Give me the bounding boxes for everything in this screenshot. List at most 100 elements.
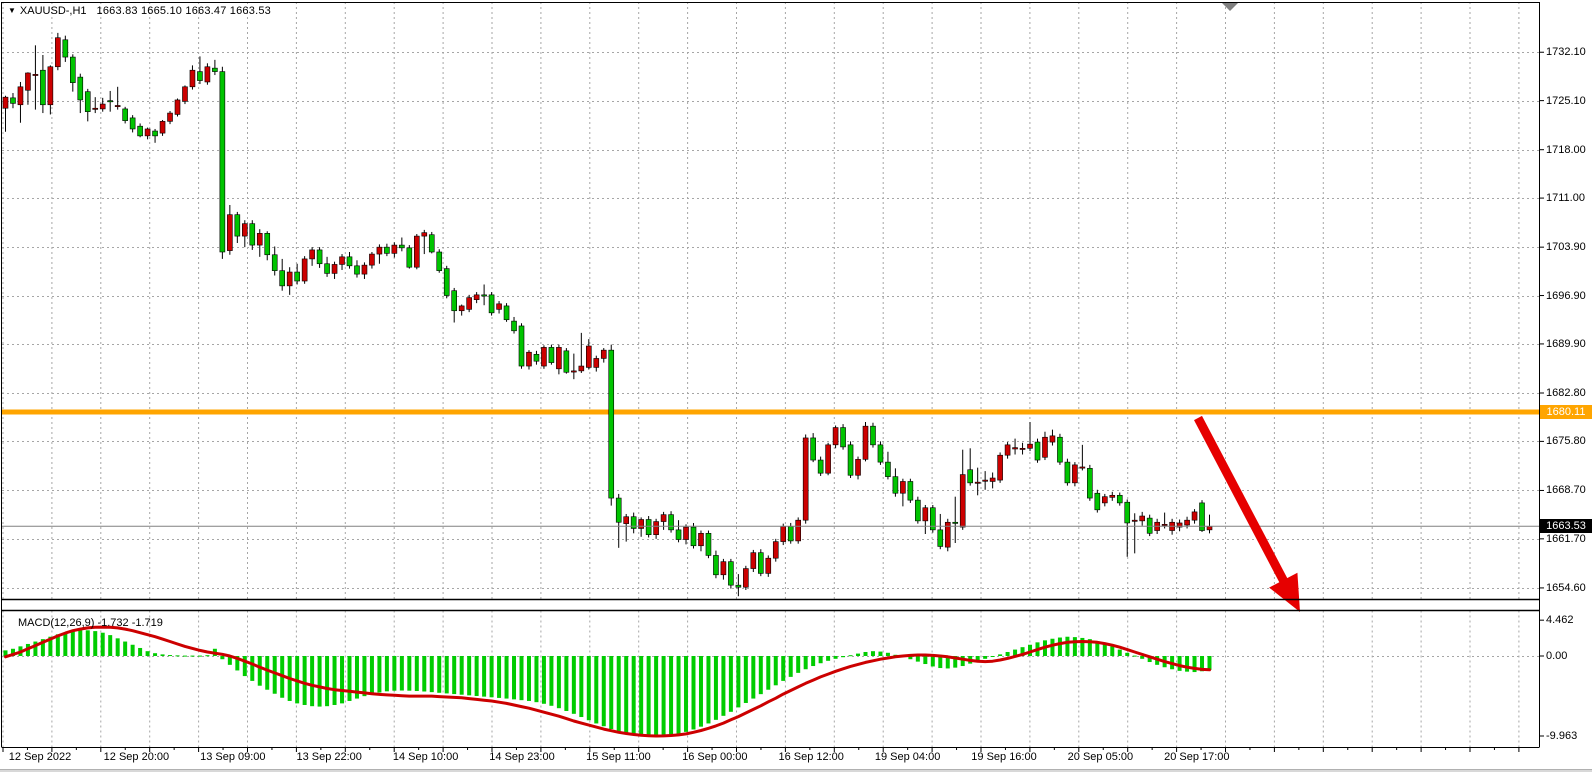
annotation-arrow-down-icon[interactable] — [1194, 415, 1300, 612]
candlesticks — [2, 32, 1213, 597]
bear-candle — [847, 444, 854, 476]
macd-histogram-bar — [721, 656, 726, 716]
bear-candle — [518, 325, 525, 367]
bull-candle — [182, 86, 188, 102]
bull-candle — [825, 444, 831, 474]
bear-candle — [1124, 501, 1131, 524]
time-tick-label: 16 Sep 12:00 — [778, 751, 844, 763]
bear-candle — [937, 529, 944, 547]
macd-histogram-bar — [1050, 638, 1055, 656]
bear-candle — [219, 71, 226, 253]
bear-candle — [907, 481, 914, 501]
price-tick-label: 1661.70 — [1546, 533, 1586, 545]
macd-histogram-bar — [55, 634, 60, 656]
macd-histogram-bar — [938, 656, 943, 669]
bear-candle — [354, 265, 360, 275]
horizontal-level-line[interactable] — [2, 409, 1539, 415]
macd-histogram-bar — [960, 656, 965, 667]
macd-histogram-bar — [100, 632, 105, 656]
macd-tick-label: 4.462 — [1546, 614, 1574, 626]
macd-histogram-bar — [751, 656, 756, 699]
macd-histogram-bar — [1200, 656, 1205, 672]
price-tick-label: 1696.90 — [1546, 290, 1586, 302]
macd-histogram-bar — [437, 656, 442, 693]
macd-histogram-bar — [235, 656, 240, 671]
price-tick-label: 1654.60 — [1546, 582, 1586, 594]
macd-histogram-bar — [646, 656, 651, 736]
bear-candle — [885, 461, 891, 477]
price-level-badge: 1680.11 — [1540, 405, 1592, 419]
bull-candle — [1161, 524, 1168, 526]
chart-shift-marker-icon[interactable] — [1222, 3, 1238, 11]
bull-candle — [1049, 435, 1056, 443]
macd-histogram-bar — [848, 655, 853, 657]
bull-candle — [556, 347, 562, 370]
macd-histogram-bar — [1095, 641, 1100, 656]
macd-histogram-bar — [33, 641, 38, 656]
bull-candle — [1102, 496, 1108, 504]
macd-histogram-bar — [870, 651, 875, 656]
bull-candle — [256, 233, 263, 246]
bull-candle — [1139, 515, 1145, 522]
macd-histogram-bar — [908, 656, 913, 660]
macd-histogram-bar — [609, 656, 614, 730]
chevron-down-icon[interactable]: ▼ — [8, 6, 16, 15]
bull-candle — [391, 244, 398, 254]
bull-candle — [862, 425, 869, 460]
price-tick-label: 1732.10 — [1546, 46, 1586, 58]
bear-candle — [1199, 502, 1205, 531]
time-tick-label: 20 Sep 05:00 — [1067, 751, 1134, 763]
bull-candle — [795, 519, 801, 542]
macd-histogram-bar — [384, 656, 389, 692]
macd-histogram-bar — [474, 656, 479, 696]
bear-candle — [615, 497, 622, 523]
macd-histogram-bar — [698, 656, 703, 727]
bull-candle — [2, 96, 9, 109]
macd-histogram-bar — [3, 650, 8, 656]
macd-histogram-bar — [347, 656, 352, 701]
bull-candle — [1012, 447, 1018, 450]
bear-candle — [428, 234, 435, 253]
macd-histogram-bar — [40, 639, 45, 656]
macd-histogram-bar — [1072, 637, 1077, 656]
macd-histogram-bar — [1110, 646, 1115, 656]
macd-histogram-bar — [220, 656, 225, 660]
macd-histogram-bar — [392, 656, 397, 691]
bull-candle — [361, 264, 368, 275]
bear-candle — [1094, 492, 1101, 511]
bull-candle — [1079, 466, 1086, 469]
bull-candle — [802, 437, 809, 521]
time-tick-label: 13 Sep 22:00 — [296, 751, 362, 763]
bull-candle — [339, 256, 345, 265]
macd-histogram-bar — [205, 655, 210, 657]
macd-histogram-bar — [407, 656, 412, 691]
macd-histogram-bar — [1207, 656, 1212, 670]
bull-candle — [974, 481, 981, 484]
macd-histogram-bar — [265, 656, 270, 690]
bear-candle — [1034, 441, 1041, 461]
bull-candle — [32, 74, 39, 76]
bull-candle — [743, 568, 749, 588]
macd-histogram-bar — [512, 656, 517, 700]
bull-candle — [1176, 522, 1183, 528]
bear-candle — [316, 249, 323, 265]
bull-candle — [1072, 464, 1078, 484]
bull-candle — [526, 351, 532, 367]
bear-candle — [817, 459, 824, 474]
price-tick-label: 1718.00 — [1546, 144, 1586, 156]
bull-candle — [586, 345, 592, 368]
bull-candle — [832, 427, 839, 446]
ohlc-values: 1663.83 1665.10 1663.47 1663.53 — [96, 5, 271, 17]
macd-histogram-bar — [497, 656, 502, 698]
bear-candle — [1087, 468, 1093, 499]
macd-histogram-bar — [10, 648, 15, 656]
time-tick-label: 12 Sep 20:00 — [103, 751, 170, 763]
macd-histogram-bar — [728, 656, 733, 712]
macd-histogram-bar — [459, 656, 464, 695]
macd-histogram-bar — [63, 632, 68, 656]
macd-histogram-bar — [108, 635, 113, 656]
macd-histogram-bar — [504, 656, 509, 699]
bull-candle — [653, 521, 659, 535]
bear-candle — [548, 347, 555, 363]
